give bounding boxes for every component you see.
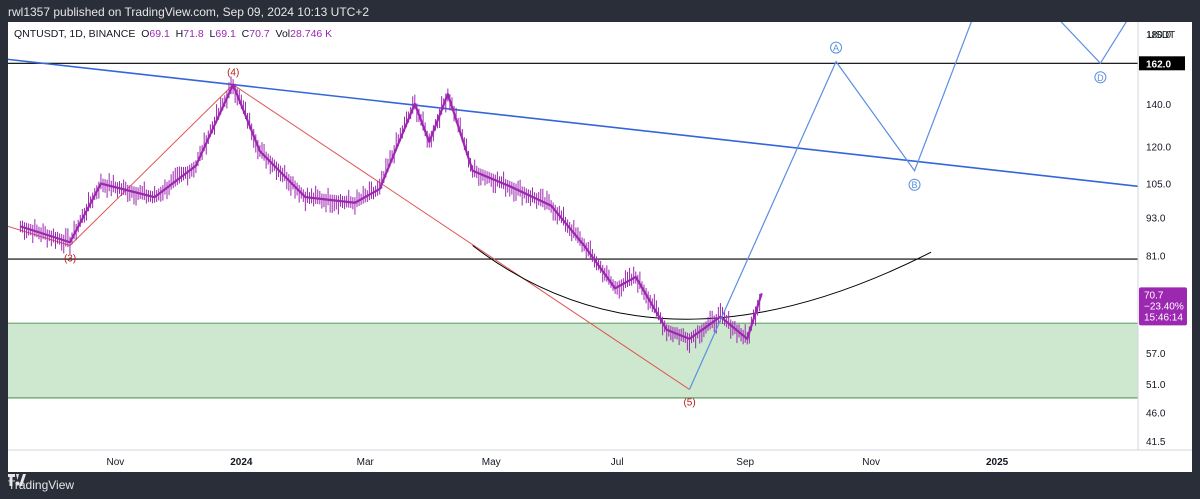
current-price-tag-bg — [1139, 287, 1187, 326]
current-price-value: 70.7 — [1144, 290, 1164, 301]
price-axis-bg — [1138, 22, 1192, 472]
price-axis-tick: 93.0 — [1146, 213, 1166, 224]
ohlc-legend: QNTUSDT, 1D, BINANCE O69.1 H71.8 L69.1 C… — [14, 28, 332, 40]
publish-info: rwl1357 published on TradingView.com, Se… — [8, 0, 369, 24]
projection-point-marker — [830, 41, 843, 54]
price-axis-tick: 120.0 — [1146, 143, 1171, 154]
plot-layer — [8, 22, 1138, 390]
time-axis-tick: Sep — [736, 457, 754, 468]
projection-point-marker — [1094, 71, 1107, 84]
time-axis-tick: 2024 — [230, 457, 253, 468]
wave-label: (4) — [227, 68, 239, 79]
price-axis-tick: 41.5 — [1146, 437, 1166, 448]
rounding-bottom-arc — [472, 245, 932, 320]
projection-point-label: B — [912, 180, 918, 190]
symbol-info: QNTUSDT, 1D, BINANCE — [14, 28, 136, 40]
time-axis-tick: Mar — [357, 457, 375, 468]
time-axis-tick: 2025 — [986, 457, 1009, 468]
close-label: C — [241, 28, 250, 40]
time-axis-tick: Nov — [862, 457, 880, 468]
support-zone — [8, 323, 1138, 398]
time-axis-tick: May — [482, 457, 501, 468]
current-price-countdown: 15:46:14 — [1144, 312, 1183, 323]
price-axis-tick: 81.0 — [1146, 252, 1166, 263]
low-label: L — [209, 28, 216, 40]
projection-point-marker — [908, 178, 921, 191]
price-axis-tick: 51.0 — [1146, 380, 1166, 391]
open-label: O — [141, 28, 150, 40]
publish-text: rwl1357 published on TradingView.com, Se… — [8, 5, 370, 19]
chart-area[interactable]: A B D (3) (4) (5) USDT 180.0 140.0 120.0 105.0 93.0… — [8, 22, 1192, 472]
close-value: 70.7 — [249, 28, 270, 40]
brand-name: TradingView — [8, 478, 75, 492]
descending-trendline — [8, 58, 1138, 188]
high-label: H — [175, 28, 184, 40]
projection-point-label: D — [1097, 73, 1104, 83]
time-axis-tick: Jul — [611, 457, 624, 468]
projection-path — [688, 22, 1127, 390]
level-tag-text: 162.0 — [1146, 59, 1171, 70]
volume-value: 28.746 K — [290, 28, 333, 40]
level-tag-bg — [1139, 56, 1185, 71]
tradingview-logo-icon — [8, 474, 26, 486]
price-axis-tick: 46.0 — [1146, 409, 1166, 420]
volume-label: Vol — [275, 28, 291, 40]
current-price-change: −23.40% — [1144, 301, 1184, 312]
price-axis-tick: 105.0 — [1146, 180, 1171, 191]
price-axis-tick: 140.0 — [1146, 100, 1171, 111]
footer: TradingView — [8, 474, 74, 496]
time-axis-tick: Nov — [106, 457, 124, 468]
price-axis-currency: USDT — [1148, 30, 1175, 41]
price-axis-tick: 57.0 — [1146, 349, 1166, 360]
projection-point-label: A — [833, 43, 839, 53]
wave-label: (5) — [683, 397, 695, 408]
high-value: 71.8 — [183, 28, 204, 40]
wave-label: (3) — [64, 254, 76, 265]
low-value: 69.1 — [215, 28, 236, 40]
price-axis-tick: 180.0 — [1146, 30, 1171, 41]
open-value: 69.1 — [149, 28, 170, 40]
